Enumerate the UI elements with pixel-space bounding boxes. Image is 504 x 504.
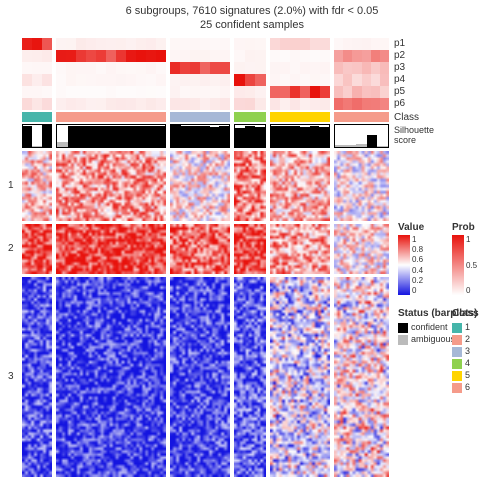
legend-class-items: 123456 bbox=[452, 321, 479, 393]
row-group-label: 1 bbox=[8, 180, 14, 191]
legend-class: Class 123456 bbox=[452, 308, 479, 393]
legend-value-ramp bbox=[398, 235, 410, 295]
p-label: p2 bbox=[394, 50, 405, 62]
silhouette-label: Silhouettescore bbox=[394, 126, 434, 146]
title-line1: 6 subgroups, 7610 signatures (2.0%) with… bbox=[0, 4, 504, 18]
legend-item: 3 bbox=[452, 345, 479, 357]
legend-value: Value 10.80.60.40.20 bbox=[398, 222, 424, 295]
legend-item: 2 bbox=[452, 333, 479, 345]
class-label: Class bbox=[394, 112, 419, 123]
row-group-label: 2 bbox=[8, 243, 14, 254]
p-label: p3 bbox=[394, 62, 405, 74]
legend-class-title: Class bbox=[452, 308, 479, 319]
legend-value-title: Value bbox=[398, 222, 424, 233]
class-row bbox=[22, 112, 392, 122]
p-row-6 bbox=[22, 98, 392, 110]
legend-item: 6 bbox=[452, 381, 479, 393]
heatmap-body bbox=[22, 151, 392, 477]
p-row-3 bbox=[22, 62, 392, 74]
p-row-5 bbox=[22, 86, 392, 98]
silhouette-row bbox=[22, 124, 392, 148]
p-row-4 bbox=[22, 74, 392, 86]
title-line2: 25 confident samples bbox=[0, 18, 504, 32]
p-label: p6 bbox=[394, 98, 405, 110]
legend-prob-ticks: 10.50 bbox=[466, 235, 477, 295]
p-row-2 bbox=[22, 50, 392, 62]
legend-item: 5 bbox=[452, 369, 479, 381]
p-label: p5 bbox=[394, 86, 405, 98]
legend-item: 1 bbox=[452, 321, 479, 333]
p-row-1 bbox=[22, 38, 392, 50]
legend-prob-ramp bbox=[452, 235, 464, 295]
legend-prob-title: Prob bbox=[452, 222, 477, 233]
p-label: p4 bbox=[394, 74, 405, 86]
legend-item: 4 bbox=[452, 357, 479, 369]
legend-prob: Prob 10.50 bbox=[452, 222, 477, 295]
legend-value-ticks: 10.80.60.40.20 bbox=[412, 235, 423, 295]
heatmap-figure bbox=[22, 38, 392, 477]
p-row-labels: p1p2p3p4p5p6 bbox=[394, 38, 405, 110]
chart-title: 6 subgroups, 7610 signatures (2.0%) with… bbox=[0, 0, 504, 33]
p-label: p1 bbox=[394, 38, 405, 50]
row-group-label: 3 bbox=[8, 371, 14, 382]
